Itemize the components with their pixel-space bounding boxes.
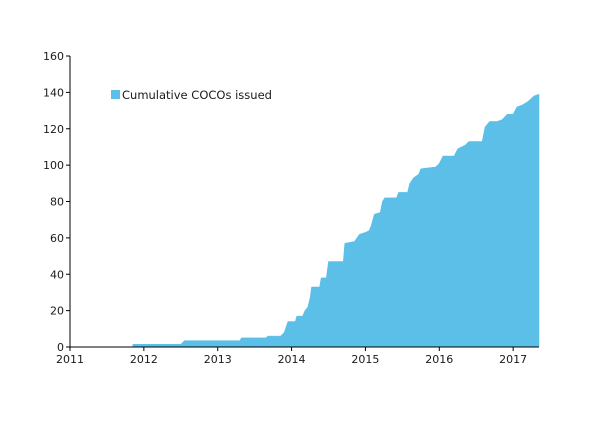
x-tick-label: 2011	[56, 353, 84, 366]
y-tick-label: 120	[43, 123, 64, 136]
x-tick-label: 2016	[425, 353, 453, 366]
y-tick-label: 80	[50, 196, 64, 209]
y-tick-label: 160	[43, 50, 64, 63]
x-tick-label: 2017	[499, 353, 527, 366]
plot-area	[70, 93, 540, 348]
x-tick-label: 2014	[278, 353, 306, 366]
y-axis: 0 20 40 60 80 100 120 140 160	[43, 50, 71, 354]
y-tick-label: 40	[50, 268, 64, 281]
y-tick-label: 100	[43, 159, 64, 172]
legend-label: Cumulative COCOs issued	[122, 88, 272, 102]
x-tick-label: 2015	[351, 353, 379, 366]
y-tick-label: 20	[50, 305, 64, 318]
y-tick-label: 140	[43, 86, 64, 99]
y-tick-label: 60	[50, 232, 64, 245]
x-axis: 2011 2012 2013 2014 2015 2016 2017	[56, 346, 539, 366]
x-tick-label: 2013	[204, 353, 232, 366]
y-tick-label: 0	[57, 341, 64, 354]
legend: Cumulative COCOs issued	[111, 88, 272, 102]
area-series-0	[70, 93, 540, 348]
legend-swatch	[111, 90, 120, 99]
x-tick-label: 2012	[130, 353, 158, 366]
